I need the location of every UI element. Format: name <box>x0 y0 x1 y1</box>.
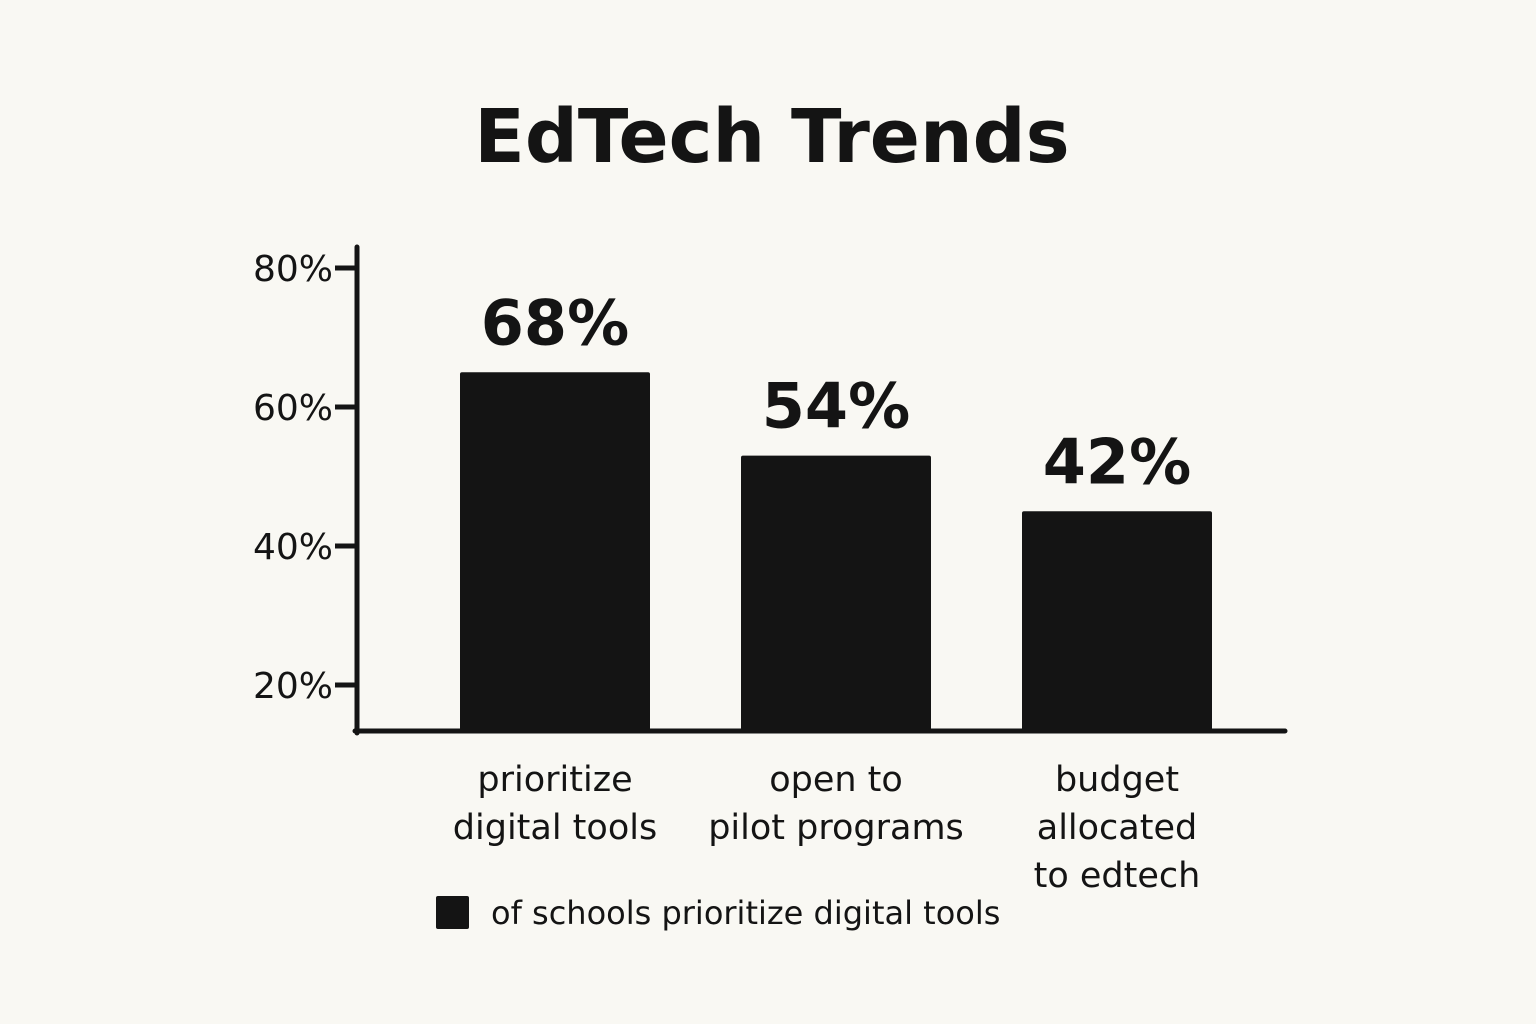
bar <box>741 455 931 731</box>
category-label: to edtech <box>1034 856 1201 896</box>
bars <box>460 372 1212 731</box>
y-tick-label: 40% <box>253 527 333 568</box>
bar <box>1022 511 1212 731</box>
data-labels: 68% 54% 42% <box>481 286 1191 498</box>
category-labels: prioritize digital tools open to pilot prog… <box>453 760 1201 896</box>
category-label: digital tools <box>453 808 657 848</box>
legend-label: of schools prioritize digital tools <box>491 894 1000 932</box>
category-label: pilot programs <box>708 808 964 848</box>
data-label: 54% <box>762 370 910 443</box>
y-tick-label: 60% <box>253 388 333 429</box>
data-label: 42% <box>1043 425 1191 498</box>
legend: of schools prioritize digital tools <box>436 894 1000 932</box>
legend-swatch <box>436 896 469 929</box>
y-tick-label: 80% <box>253 249 333 290</box>
category-label: prioritize <box>477 760 632 800</box>
data-label: 68% <box>481 286 629 359</box>
chart-title: EdTech Trends <box>474 94 1069 180</box>
category-label: allocated <box>1037 808 1197 848</box>
category-label: budget <box>1055 760 1179 800</box>
bar <box>460 372 650 731</box>
y-tick-label: 20% <box>253 666 333 707</box>
category-label: open to <box>769 760 903 800</box>
